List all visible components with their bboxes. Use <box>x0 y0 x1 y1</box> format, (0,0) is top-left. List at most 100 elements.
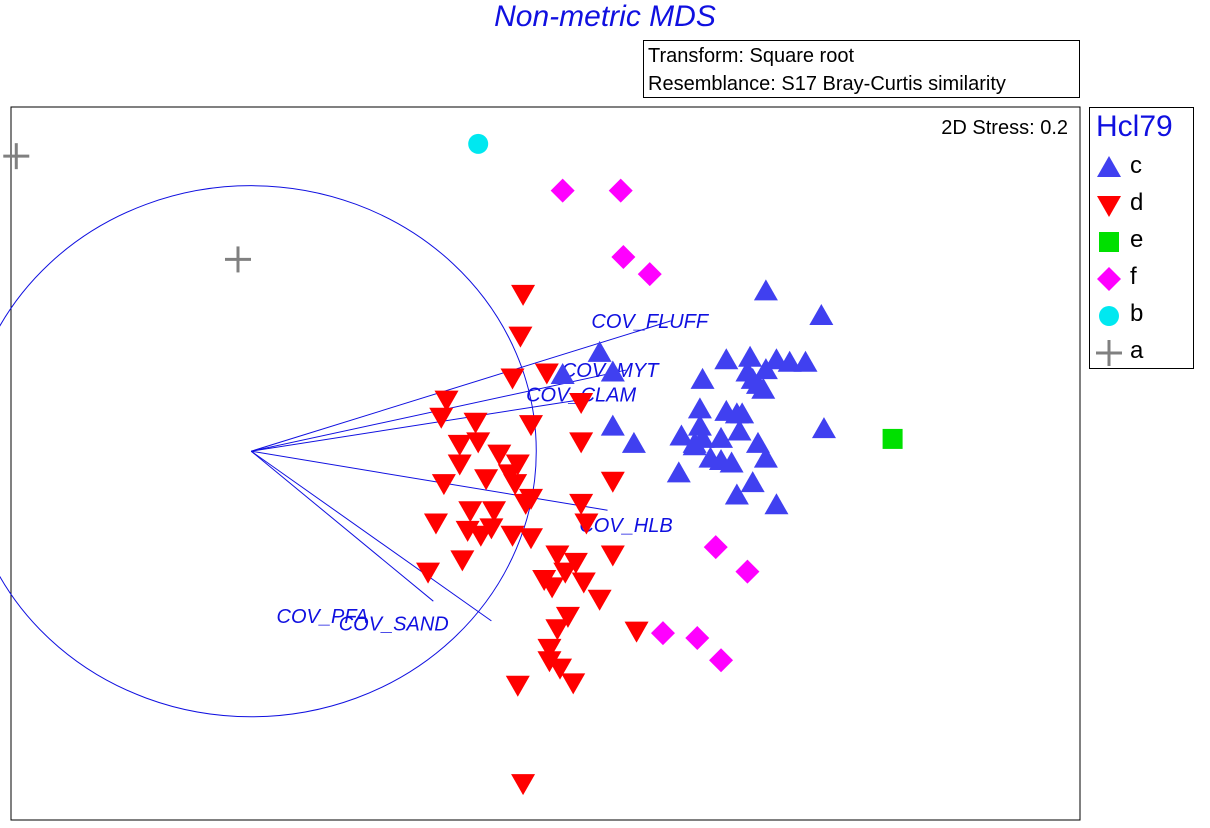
point-b <box>468 133 489 154</box>
point-c <box>666 461 691 483</box>
point-d <box>548 658 573 680</box>
plot-frame <box>10 106 1081 821</box>
chart-title: Non-metric MDS <box>494 0 716 33</box>
point-d <box>500 368 525 390</box>
point-c <box>600 360 625 382</box>
point-d <box>518 528 543 550</box>
point-layer <box>3 133 903 796</box>
point-c <box>753 279 778 301</box>
point-c <box>777 350 802 372</box>
vector-label: COV_FLUFF <box>591 311 709 333</box>
legend-label: b <box>1130 300 1144 327</box>
legend-marker-c <box>1097 156 1121 177</box>
point-c <box>738 345 763 367</box>
legend-label: f <box>1130 263 1137 290</box>
point-c <box>687 414 712 436</box>
stress-label: 2D Stress: 0.2 <box>941 117 1068 139</box>
point-f <box>735 559 760 584</box>
point-d <box>574 513 599 535</box>
point-d <box>513 493 538 515</box>
legend-label: e <box>1130 226 1144 253</box>
point-c <box>811 417 836 439</box>
point-f <box>608 178 633 203</box>
point-c <box>751 377 776 399</box>
vector-line <box>251 320 672 452</box>
vector-label: COV_PFA <box>277 606 369 628</box>
correlation-circle <box>0 185 537 718</box>
point-d <box>463 412 488 434</box>
point-f <box>709 648 734 673</box>
point-c <box>809 303 834 325</box>
point-d <box>458 501 483 523</box>
point-d <box>569 493 594 515</box>
point-d <box>429 407 454 429</box>
resemblance-label: Resemblance: S17 Bray-Curtis similarity <box>648 73 1006 95</box>
point-d <box>503 474 528 496</box>
point-d <box>450 550 475 572</box>
point-d <box>545 619 570 641</box>
point-a <box>224 246 251 273</box>
point-d <box>479 518 504 540</box>
transform-label: Transform: Square root <box>648 45 855 67</box>
point-d <box>511 774 536 796</box>
vector-label: COV_SAND <box>339 613 449 635</box>
legend-marker-a <box>1096 340 1122 366</box>
legend-symbol <box>1097 156 1121 177</box>
point-c <box>753 358 778 380</box>
point-c <box>764 493 789 515</box>
legend-symbol <box>1097 196 1121 217</box>
point-d <box>447 434 472 456</box>
point-d <box>534 363 559 385</box>
point-c <box>682 434 707 456</box>
point-d <box>474 469 499 491</box>
legend-label: a <box>1130 337 1144 364</box>
point-d <box>487 444 512 466</box>
point-d <box>431 474 456 496</box>
point-d <box>416 562 441 584</box>
point-c <box>740 471 765 493</box>
vector-line <box>250 450 434 602</box>
point-c <box>724 402 749 424</box>
point-d <box>505 675 530 697</box>
info-box: Transform: Square root Resemblance: S17 … <box>643 40 1080 98</box>
point-d <box>500 525 525 547</box>
point-c <box>753 446 778 468</box>
legend-symbol <box>1099 232 1119 252</box>
point-a <box>3 143 30 170</box>
legend-symbol <box>1097 267 1121 291</box>
point-d <box>468 525 493 547</box>
point-d <box>545 545 570 567</box>
point-d <box>540 577 565 599</box>
legend-label: c <box>1130 152 1142 179</box>
point-c <box>550 362 575 384</box>
point-d <box>561 673 586 695</box>
legend-item-e: e <box>1090 224 1190 258</box>
point-d <box>600 471 625 493</box>
legend-item-f: f <box>1090 261 1190 295</box>
point-d <box>553 562 578 584</box>
point-f <box>685 626 710 651</box>
point-d <box>447 454 472 476</box>
point-d <box>587 589 612 611</box>
point-c <box>621 431 646 453</box>
point-c <box>793 350 818 372</box>
point-c <box>600 414 625 436</box>
point-d <box>511 284 536 306</box>
point-c <box>745 431 770 453</box>
legend-symbol <box>1099 306 1119 326</box>
point-f <box>550 178 575 203</box>
point-f <box>637 262 662 287</box>
point-d <box>600 545 625 567</box>
point-c <box>587 340 612 362</box>
point-c <box>714 348 739 370</box>
point-c <box>709 426 734 448</box>
point-c <box>687 397 712 419</box>
point-d <box>466 432 491 454</box>
point-d <box>482 501 507 523</box>
legend-marker-e <box>1099 232 1119 252</box>
vector-line <box>251 450 608 511</box>
vector-layer: COV_FLUFFCOV_MYTCOV_CLAMCOV_HLBCOV_PFACO… <box>0 185 710 718</box>
point-d <box>434 390 459 412</box>
